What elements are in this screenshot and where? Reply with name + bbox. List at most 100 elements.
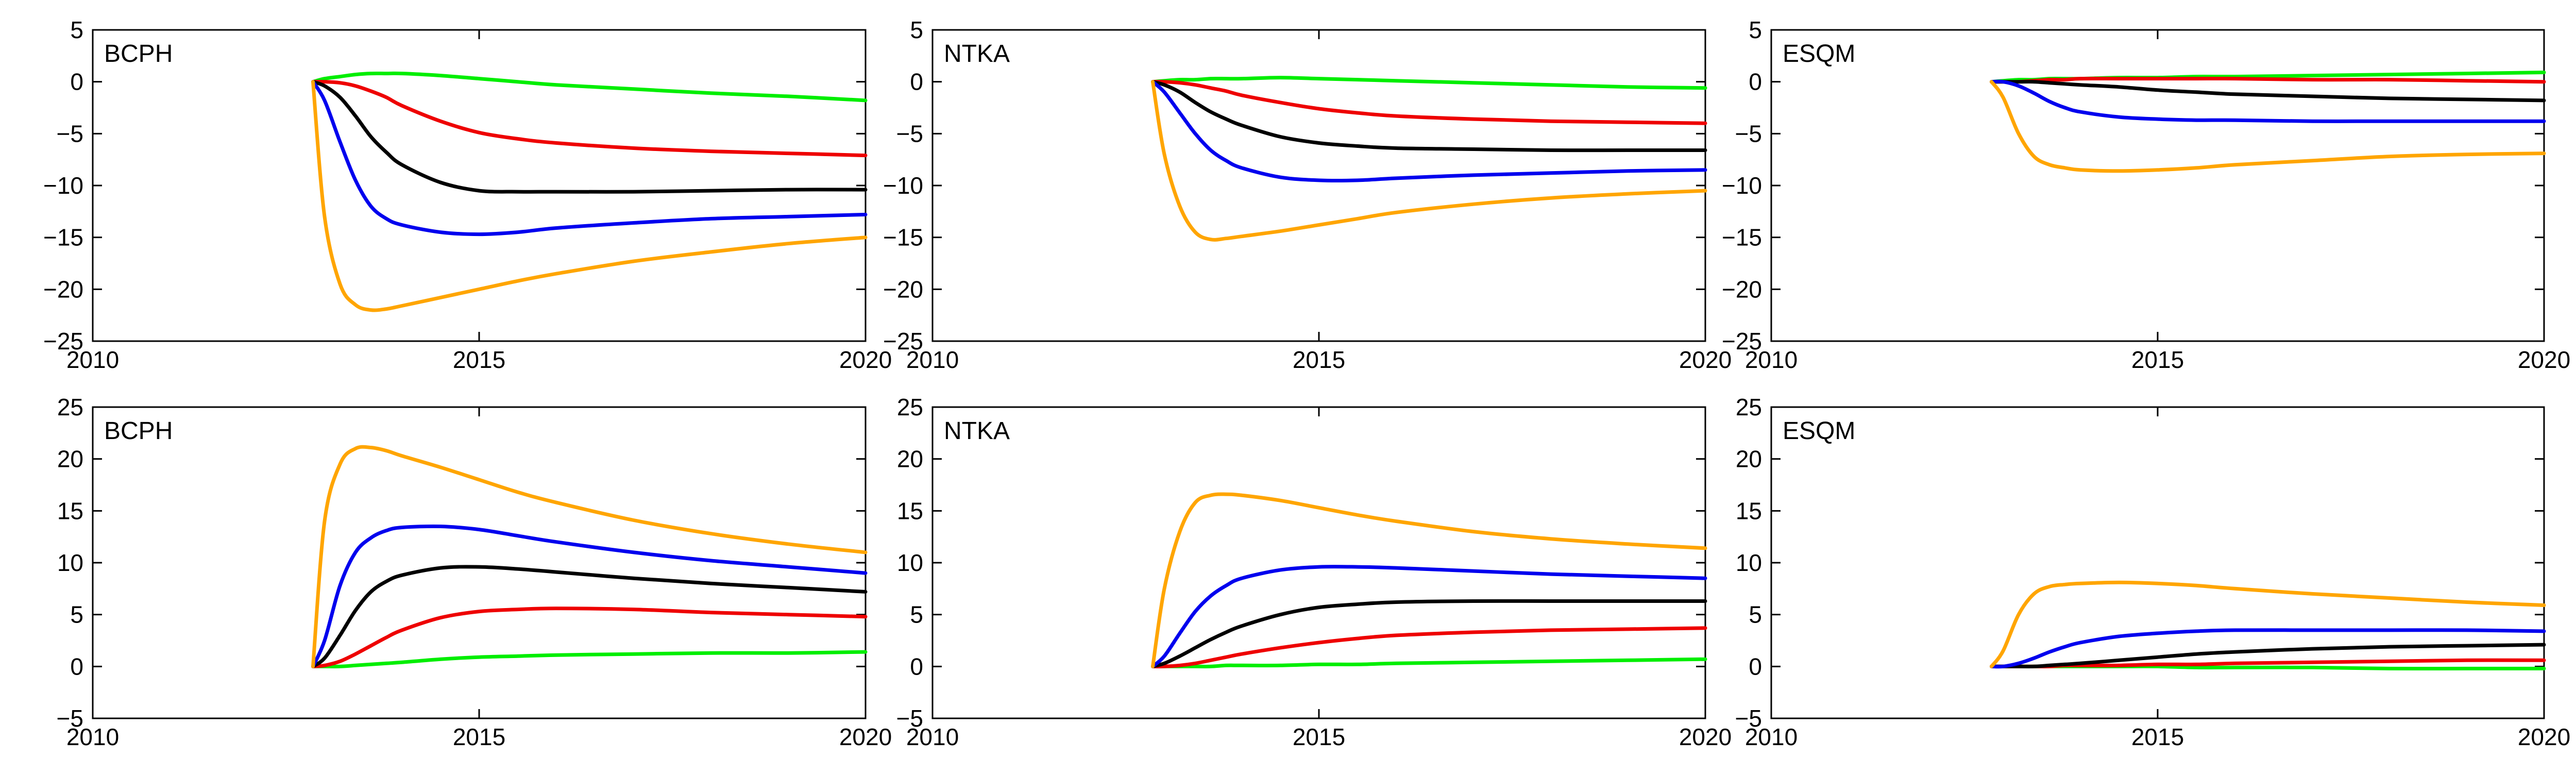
series-line-1 bbox=[311, 650, 868, 668]
series-line-3 bbox=[1990, 80, 2546, 103]
y-tick-label: 0 bbox=[70, 69, 83, 95]
y-tick-label: −25 bbox=[43, 328, 83, 355]
y-tick-label: 0 bbox=[910, 653, 923, 680]
series-line-1 bbox=[1151, 657, 1707, 668]
y-tick-label: −5 bbox=[896, 120, 923, 147]
y-tick-label: 5 bbox=[910, 16, 923, 43]
y-tick-label: 10 bbox=[1736, 549, 1762, 576]
y-tick-label: 0 bbox=[1749, 653, 1762, 680]
series-line-4 bbox=[1151, 80, 1707, 183]
series-line-5 bbox=[1990, 80, 2546, 173]
y-tick-label: 15 bbox=[57, 497, 83, 524]
y-tick-label: −5 bbox=[896, 705, 923, 732]
series-line-5 bbox=[311, 80, 868, 312]
y-tick-label: 20 bbox=[57, 446, 83, 473]
x-tick-label: 2020 bbox=[839, 723, 892, 750]
y-tick-label: 15 bbox=[897, 497, 923, 524]
y-tick-label: −5 bbox=[1735, 120, 1762, 147]
x-tick-label: 2010 bbox=[66, 346, 119, 373]
panel-title: BCPH bbox=[104, 40, 173, 68]
y-tick-label: 5 bbox=[910, 601, 923, 628]
y-tick-label: 25 bbox=[897, 394, 923, 420]
y-tick-label: −15 bbox=[1722, 224, 1762, 251]
y-tick-label: 5 bbox=[1749, 16, 1762, 43]
x-tick-label: 2015 bbox=[2131, 723, 2184, 750]
series-line-4 bbox=[311, 524, 868, 668]
x-tick-label: 2010 bbox=[66, 723, 119, 750]
y-tick-label: −25 bbox=[883, 328, 923, 355]
x-tick-label: 2010 bbox=[1745, 346, 1798, 373]
y-tick-label: −10 bbox=[1722, 172, 1762, 199]
series-line-5 bbox=[311, 445, 868, 668]
y-tick-label: −5 bbox=[1735, 705, 1762, 732]
series-line-2 bbox=[1990, 76, 2546, 84]
y-tick-label: −15 bbox=[43, 224, 83, 251]
y-tick-label: 0 bbox=[1749, 69, 1762, 95]
plot-frame bbox=[931, 406, 1706, 719]
x-tick-label: 2015 bbox=[1293, 346, 1345, 373]
x-tick-label: 2015 bbox=[1293, 723, 1345, 750]
series-line-3 bbox=[1990, 643, 2546, 668]
y-tick-label: 0 bbox=[70, 653, 83, 680]
series-line-2 bbox=[311, 607, 868, 668]
y-tick-label: 25 bbox=[57, 394, 83, 420]
series-line-5 bbox=[1151, 492, 1707, 668]
y-tick-label: 5 bbox=[70, 16, 83, 43]
y-tick-label: −10 bbox=[43, 172, 83, 199]
y-tick-label: −20 bbox=[883, 276, 923, 302]
y-tick-label: 5 bbox=[1749, 601, 1762, 628]
panel-title: ESQM bbox=[1783, 417, 1855, 445]
y-tick-label: 10 bbox=[897, 549, 923, 576]
series-line-4 bbox=[1990, 628, 2546, 669]
y-tick-label: 20 bbox=[1736, 446, 1762, 473]
series-line-3 bbox=[311, 80, 868, 194]
series-line-3 bbox=[311, 565, 868, 668]
series-line-4 bbox=[1151, 565, 1707, 668]
x-tick-label: 2015 bbox=[453, 723, 505, 750]
y-tick-label: 5 bbox=[70, 601, 83, 628]
series-line-4 bbox=[311, 80, 868, 237]
series-line-2 bbox=[311, 80, 868, 158]
y-tick-label: −5 bbox=[57, 120, 83, 147]
series-line-3 bbox=[1151, 599, 1707, 668]
series-line-5 bbox=[1151, 80, 1707, 242]
plot-frame bbox=[92, 29, 867, 342]
x-tick-label: 2015 bbox=[2131, 346, 2184, 373]
series-line-1 bbox=[1151, 76, 1707, 90]
y-tick-label: 25 bbox=[1736, 394, 1762, 420]
x-tick-label: 2010 bbox=[906, 346, 959, 373]
panel-title: NTKA bbox=[944, 417, 1010, 445]
x-tick-label: 2015 bbox=[453, 346, 505, 373]
series-line-2 bbox=[1151, 626, 1707, 668]
x-tick-label: 2020 bbox=[1679, 346, 1732, 373]
series-line-2 bbox=[1151, 80, 1707, 125]
panel-title: ESQM bbox=[1783, 40, 1855, 68]
y-tick-label: −20 bbox=[43, 276, 83, 302]
y-tick-label: −5 bbox=[57, 705, 83, 732]
series-line-4 bbox=[1990, 79, 2546, 123]
y-tick-label: −20 bbox=[1722, 276, 1762, 302]
plot-frame bbox=[931, 29, 1706, 342]
x-tick-label: 2020 bbox=[1679, 723, 1732, 750]
y-tick-label: −25 bbox=[1722, 328, 1762, 355]
y-tick-label: −15 bbox=[883, 224, 923, 251]
x-tick-label: 2020 bbox=[2518, 723, 2570, 750]
plot-frame bbox=[1770, 406, 2545, 719]
panel-title: NTKA bbox=[944, 40, 1010, 68]
series-line-5 bbox=[1990, 580, 2546, 668]
series-line-1 bbox=[311, 71, 868, 103]
x-tick-label: 2020 bbox=[839, 346, 892, 373]
y-tick-label: −10 bbox=[883, 172, 923, 199]
panel-title: BCPH bbox=[104, 417, 173, 445]
series-line-3 bbox=[1151, 80, 1707, 153]
x-tick-label: 2010 bbox=[1745, 723, 1798, 750]
y-tick-label: 15 bbox=[1736, 497, 1762, 524]
x-tick-label: 2010 bbox=[906, 723, 959, 750]
x-tick-label: 2020 bbox=[2518, 346, 2570, 373]
y-tick-label: 10 bbox=[57, 549, 83, 576]
